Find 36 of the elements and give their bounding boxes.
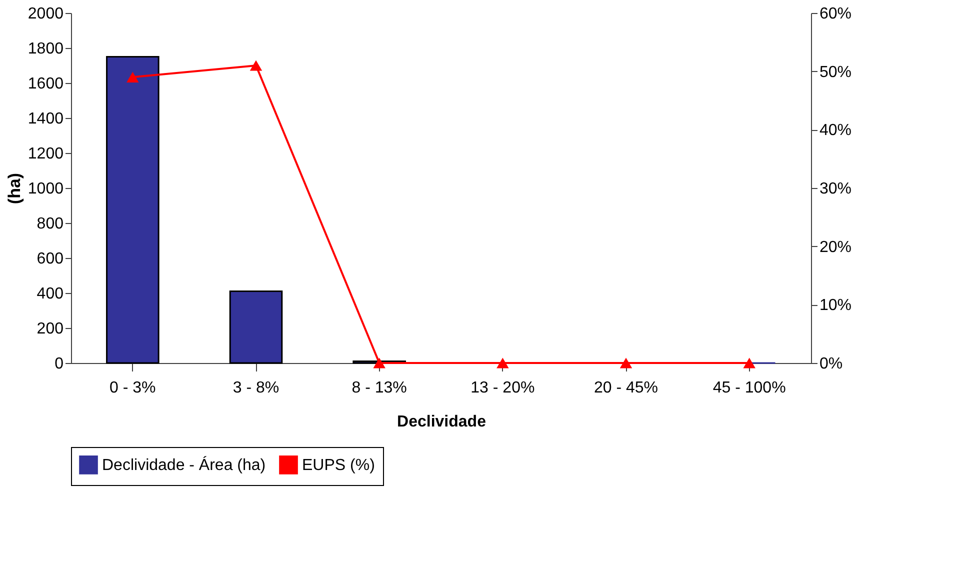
bar <box>106 56 160 364</box>
x-tick-label: 13 - 20% <box>470 380 535 396</box>
y-tick-label: 1200 <box>28 146 64 162</box>
y2-tick-label: 0% <box>820 356 843 372</box>
point <box>620 358 632 368</box>
x-tick-label: 20 - 45% <box>594 380 658 396</box>
point <box>373 358 386 368</box>
y-tick-label: 0 <box>54 356 64 372</box>
y2-tick-label: 40% <box>820 122 852 140</box>
y-tick-label: 200 <box>36 320 64 338</box>
x-tick-label: 8 - 13% <box>352 380 407 396</box>
legend-label: EUPS (%) <box>302 456 375 474</box>
y2-tick-label: 60% <box>820 6 852 22</box>
point <box>496 358 509 368</box>
x-tick-label: 45 - 100% <box>712 380 786 396</box>
point <box>126 72 139 82</box>
x-tick-label: 3 - 8% <box>232 380 280 396</box>
legend-label: Declividade - Área (ha) <box>102 456 266 474</box>
y2-tick-label: 20% <box>820 238 852 256</box>
y-axis-title: (ha) <box>4 172 24 204</box>
y-tick-label: 1800 <box>28 40 64 58</box>
y-tick-label: 800 <box>36 216 64 232</box>
y2-tick-label: 10% <box>820 297 852 314</box>
y2-tick-label: 30% <box>820 180 852 198</box>
point <box>250 60 262 71</box>
x-axis-title: Declividade <box>397 414 486 430</box>
y-tick-label: 2000 <box>28 6 64 22</box>
bar <box>229 290 283 364</box>
y-tick-label: 1600 <box>28 76 64 92</box>
point <box>743 358 756 368</box>
y-tick-label: 400 <box>36 286 64 302</box>
y-tick-label: 1000 <box>28 180 64 198</box>
y2-tick-label: 50% <box>820 64 852 81</box>
x-tick-label: 0 - 3% <box>110 380 156 396</box>
y-tick-label: 1400 <box>28 110 64 128</box>
y-tick-label: 600 <box>36 250 64 268</box>
